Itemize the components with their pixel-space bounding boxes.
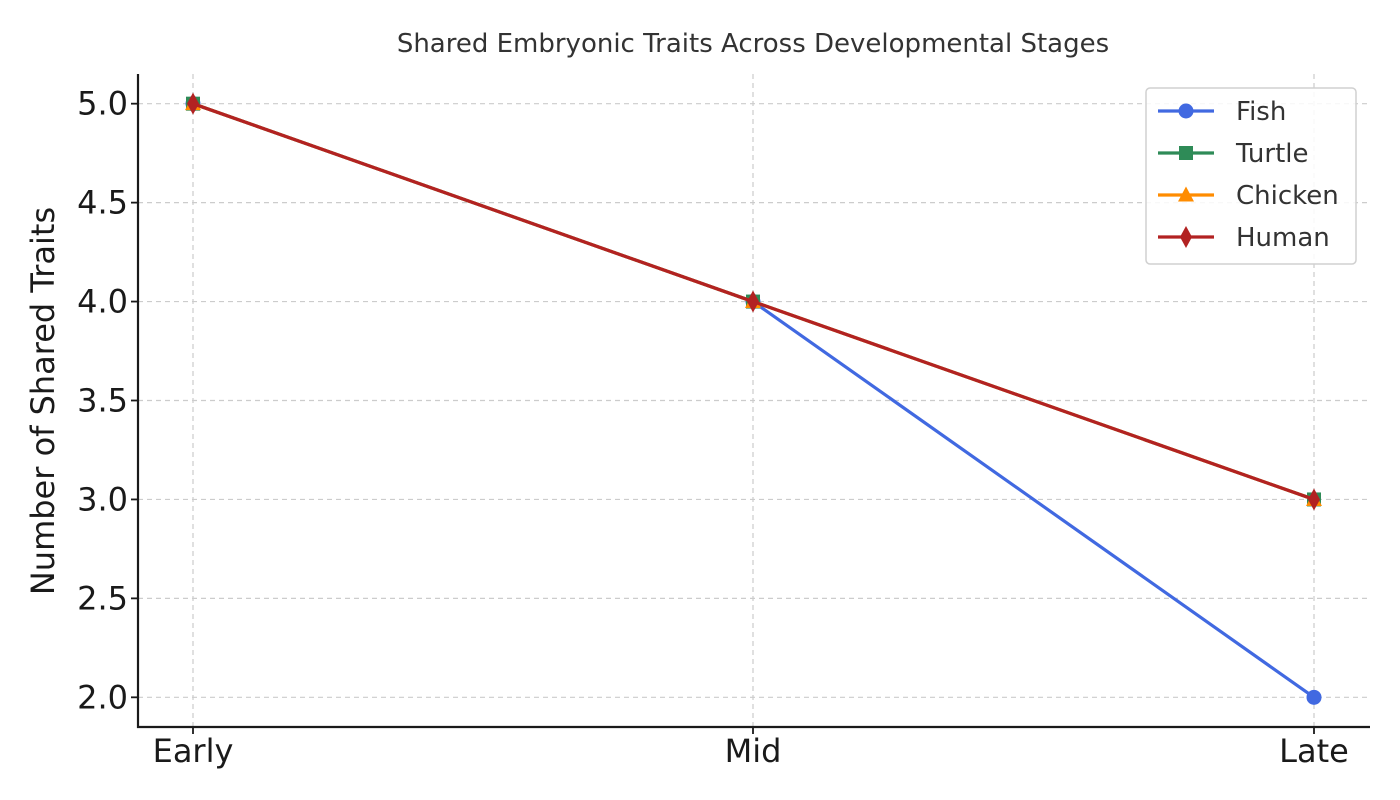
human-point	[1308, 488, 1320, 511]
x-tick-label: Early	[153, 732, 234, 770]
y-tick-label: 4.0	[77, 283, 128, 321]
y-tick-label: 3.5	[77, 382, 128, 420]
legend-box	[1145, 87, 1357, 265]
legend-marker	[1179, 146, 1193, 160]
legend-item-human: Human	[1158, 223, 1330, 253]
legend-marker	[1180, 226, 1192, 248]
y-tick-label: 4.5	[77, 184, 128, 222]
legend-item-chicken: Chicken	[1158, 181, 1339, 211]
legend-item-turtle: Turtle	[1158, 139, 1309, 169]
human-point	[747, 290, 759, 313]
axes: 2.0 2.5 3.0 3.5 4.0 4.5 5.0 Early Mid Late	[77, 74, 1370, 770]
legend-label: Turtle	[1235, 139, 1309, 169]
y-axis-label: Number of Shared Traits	[24, 207, 62, 595]
series-human	[187, 92, 1320, 511]
legend-marker	[1178, 103, 1194, 119]
legend-marker	[1178, 186, 1194, 202]
y-tick-label: 5.0	[77, 85, 128, 123]
human-point	[187, 92, 199, 115]
series-group	[185, 92, 1322, 705]
legend-label: Fish	[1236, 97, 1286, 127]
legend-label: Human	[1236, 223, 1330, 253]
legend-label: Chicken	[1236, 181, 1339, 211]
legend-item-fish: Fish	[1158, 97, 1286, 127]
x-tick-label: Late	[1279, 732, 1349, 770]
y-tick-label: 2.5	[77, 579, 128, 617]
chart-title: Shared Embryonic Traits Across Developme…	[397, 29, 1109, 59]
fish-point	[1306, 689, 1322, 705]
y-tick-label: 3.0	[77, 480, 128, 518]
x-tick-label: Mid	[725, 732, 782, 770]
legend: Fish Turtle Chicken Human	[1145, 87, 1357, 265]
y-tick-label: 2.0	[77, 678, 128, 716]
